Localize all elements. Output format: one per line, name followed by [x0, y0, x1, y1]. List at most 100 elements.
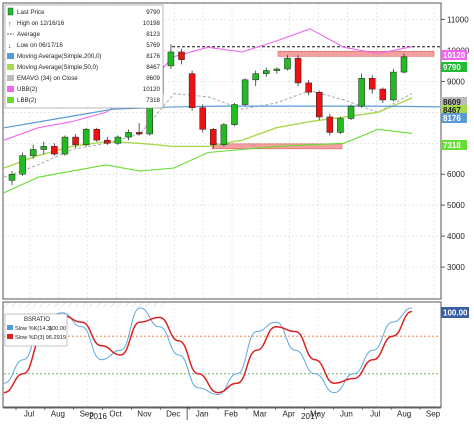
- osc-badge-value: 100.00: [443, 309, 468, 318]
- candle-body: [358, 78, 365, 107]
- legend-value: 5769: [146, 42, 160, 49]
- osc-legend-label: Slow %D(3): [15, 335, 45, 341]
- legend-color-swatch: [7, 86, 14, 92]
- candle-body: [294, 57, 302, 84]
- osc-legend-swatch: [7, 334, 13, 339]
- price-overlays: [3, 28, 441, 194]
- candle-body: [178, 51, 185, 60]
- osc-legend-value: 96.2919: [46, 335, 66, 341]
- price-badge-value: 8467: [443, 106, 461, 115]
- candle-body: [326, 116, 334, 133]
- legend-label: Low on 06/17/16: [17, 42, 63, 49]
- osc-legend-title: BSRATIO: [24, 317, 50, 323]
- candle-body: [19, 155, 26, 175]
- candle-body: [263, 70, 270, 74]
- ma200-line: [3, 105, 441, 129]
- oscillator-legend: BSRATIO Slow %K(14,3)100.00 Slow %D(3) 96.2…: [4, 313, 68, 347]
- slow-k-line: [3, 307, 413, 396]
- price-badge-value: 10120: [443, 51, 466, 60]
- resistance-zone: [277, 51, 435, 57]
- candle-body: [40, 146, 48, 150]
- year-label: 2017: [301, 412, 319, 420]
- oscillator-hatch: [4, 303, 164, 307]
- price-tick-label: 4000: [447, 232, 465, 241]
- legend-label: Moving Average(Simple,50,0): [17, 64, 98, 71]
- legend-value: 9790: [146, 9, 160, 16]
- candle-body: [29, 149, 37, 156]
- candle-body: [135, 132, 143, 135]
- candle-body: [104, 139, 111, 144]
- legend-candle-swatch: [7, 7, 14, 16]
- candle-body: [167, 51, 175, 67]
- price-badge-value: 7318: [443, 141, 461, 150]
- month-label: Dec: [166, 410, 180, 419]
- candle-body: [400, 56, 408, 73]
- month-label: Aug: [397, 410, 411, 419]
- ubb-line: [3, 28, 413, 141]
- price-badge-bg: [441, 97, 467, 107]
- price-tick-label: 3000: [447, 263, 465, 272]
- month-label: Nov: [137, 410, 151, 419]
- price-tick-label: 6000: [447, 170, 465, 179]
- candle-body: [61, 136, 69, 155]
- price-badge-bg: [441, 140, 467, 150]
- price-legend: Last Price 9790 ↑ High on 12/16/16 10198 Aver…: [4, 4, 164, 109]
- oscillator-panel-frame: [2, 301, 442, 408]
- month-label: Jun: [340, 410, 353, 419]
- price-badge-bg: [441, 62, 467, 72]
- legend-label: EMAVG (34) on Close: [17, 75, 78, 82]
- slow-d-line: [3, 310, 413, 394]
- month-label: Apr: [282, 410, 295, 419]
- legend-value: 8123: [146, 31, 160, 38]
- price-badge-value: 8176: [443, 114, 461, 123]
- candle-body: [315, 91, 323, 118]
- time-axis: Jul Aug Sep Oct Nov Dec Jan Feb Mar Apr May Jun Jul A…: [3, 407, 441, 421]
- candle-body: [390, 71, 397, 101]
- month-label: Jul: [370, 410, 380, 419]
- month-label: Jul: [24, 410, 34, 419]
- osc-legend-swatch: [7, 325, 13, 330]
- legend-value: 10198: [143, 20, 161, 27]
- price-tick-label: 9000: [447, 77, 465, 86]
- month-label: May: [310, 410, 325, 419]
- osc-legend-value: 100.00: [49, 326, 66, 332]
- legend-label: Last Price: [17, 9, 45, 16]
- candle-body: [8, 173, 16, 181]
- candle-body: [337, 118, 344, 133]
- candle-body: [93, 129, 101, 141]
- legend-label: High on 12/16/16: [17, 20, 65, 27]
- month-label: Feb: [224, 410, 238, 419]
- price-badge-bg: [441, 113, 467, 123]
- candle-body: [241, 79, 249, 105]
- lbb-line: [3, 128, 413, 194]
- candle-body: [188, 73, 196, 108]
- ma50-line: [3, 97, 413, 169]
- candle-body: [379, 88, 387, 101]
- legend-color-swatch: [7, 64, 14, 70]
- month-label: Mar: [253, 410, 267, 419]
- candle-body: [210, 129, 217, 146]
- legend-color-swatch: [7, 75, 14, 81]
- legend-marker: ↓: [8, 43, 12, 50]
- legend-value: 10120: [143, 86, 161, 93]
- osc-badge-bg: [441, 307, 469, 318]
- legend-label: Average: [17, 31, 40, 38]
- candle-body: [305, 82, 312, 93]
- legend-label: LBB(2): [17, 97, 36, 104]
- month-label: Sep: [80, 410, 95, 419]
- candle-body: [368, 78, 376, 90]
- legend-value: 8467: [146, 64, 160, 71]
- candle-body: [220, 124, 228, 146]
- oscillator-series: [3, 307, 413, 396]
- year-label: 2016: [89, 412, 107, 420]
- candle-body: [273, 68, 281, 71]
- oscillator-badge: 100.00: [441, 307, 469, 318]
- candle-body: [231, 104, 238, 125]
- candle-body: [199, 107, 206, 130]
- month-label: Jan: [196, 410, 209, 419]
- legend-value: 8176: [146, 53, 160, 60]
- price-badge-value: 9790: [443, 63, 461, 72]
